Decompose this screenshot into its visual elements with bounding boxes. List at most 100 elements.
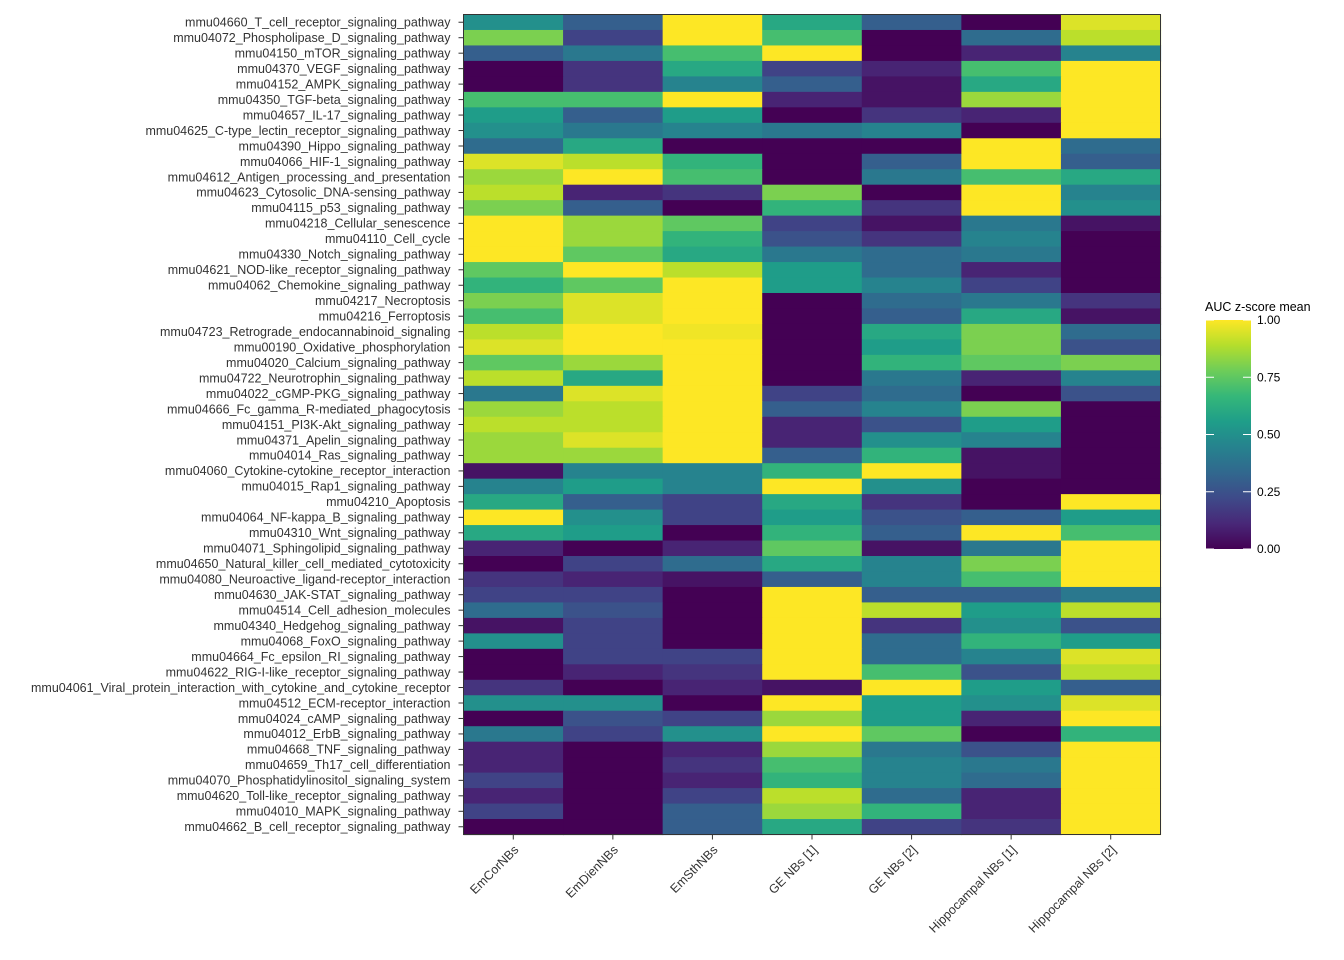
heatmap-cell (662, 664, 763, 681)
legend-tick-label: 0.50 (1257, 428, 1281, 442)
heatmap-cell (662, 586, 763, 604)
heatmap-cell (563, 246, 664, 263)
heatmap-cell (662, 14, 763, 31)
heatmap-cell (662, 648, 763, 665)
heatmap-cell (961, 45, 1062, 62)
row-label: mmu04210_Apoptosis (326, 495, 450, 509)
heatmap-cell (762, 76, 863, 93)
row-label: mmu04012_ErbB_signaling_pathway (243, 727, 451, 741)
heatmap-cell (762, 432, 863, 449)
heatmap-cell (762, 819, 863, 836)
heatmap-cell (463, 231, 564, 248)
heatmap-cell (563, 91, 664, 108)
heatmap-cell (861, 463, 962, 480)
heatmap-cell (463, 76, 564, 93)
heatmap-cell (961, 385, 1062, 402)
heatmap-cell (463, 679, 564, 696)
heatmap-cell (563, 648, 664, 665)
row-label: mmu04664_Fc_epsilon_RI_signaling_pathway (191, 650, 451, 664)
heatmap-cell (563, 571, 664, 588)
heatmap-cell (961, 664, 1062, 681)
heatmap-cell (861, 231, 962, 248)
heatmap-cell (861, 323, 962, 340)
heatmap-cell (662, 308, 763, 325)
heatmap-cell (762, 478, 863, 495)
heatmap-cell (563, 772, 664, 789)
heatmap-cell (563, 277, 664, 294)
row-label: mmu04622_RIG-I-like_receptor_signaling_p… (166, 665, 452, 679)
heatmap-cell (1060, 556, 1162, 573)
heatmap-cell (563, 447, 664, 464)
row-label: mmu04110_Cell_cycle (325, 232, 451, 246)
heatmap-cell (563, 741, 664, 758)
heatmap-cell (1060, 200, 1162, 217)
heatmap-cell (961, 339, 1062, 356)
heatmap-cell (1060, 169, 1162, 186)
heatmap-cell (662, 602, 763, 619)
heatmap-cell (762, 370, 863, 387)
heatmap-cell (861, 416, 962, 433)
heatmap-cell (563, 463, 664, 480)
heatmap-cell (762, 308, 863, 325)
column-label: EmSthNBs (667, 843, 720, 896)
heatmap-cell (563, 385, 664, 402)
heatmap-cell (961, 741, 1062, 758)
row-label: mmu04115_p53_signaling_pathway (251, 201, 451, 215)
heatmap-cell (961, 494, 1062, 511)
heatmap-cell (662, 819, 763, 836)
heatmap-cell (563, 401, 664, 418)
heatmap-cell (662, 695, 763, 712)
heatmap-cell (861, 478, 962, 495)
heatmap-cell (463, 741, 564, 758)
heatmap-cell (662, 122, 763, 139)
heatmap-cell (463, 695, 564, 712)
heatmap-cell (861, 819, 962, 836)
heatmap-cell (463, 292, 564, 310)
row-label: mmu04060_Cytokine-cytokine_receptor_inte… (165, 464, 451, 478)
heatmap-cell (961, 509, 1062, 526)
heatmap-cell (662, 45, 763, 62)
heatmap-cell (463, 370, 564, 387)
heatmap-cell (762, 757, 863, 774)
column-label: EmCorNBs (467, 843, 521, 897)
heatmap-cell (463, 540, 564, 557)
heatmap-cell (961, 14, 1062, 31)
heatmap-cell (463, 354, 564, 371)
heatmap-cell (563, 370, 664, 387)
heatmap-cell (961, 138, 1062, 155)
column-label: GE NBs [2] (866, 843, 920, 897)
row-label: mmu04621_NOD-like_receptor_signaling_pat… (168, 263, 452, 277)
heatmap-cell (961, 447, 1062, 464)
heatmap-cell (563, 617, 664, 634)
heatmap-cell (1060, 819, 1162, 836)
heatmap-cell (861, 571, 962, 588)
heatmap-cell (1060, 215, 1162, 232)
heatmap-cell (662, 323, 763, 340)
legend-tick-label: 0.75 (1257, 370, 1281, 384)
heatmap-cell (1060, 401, 1162, 418)
heatmap-cell (861, 788, 962, 805)
heatmap-cell (1060, 262, 1162, 279)
heatmap-cell (1060, 370, 1162, 387)
heatmap-cell (961, 432, 1062, 449)
heatmap-cell (861, 385, 962, 402)
heatmap-cell (1060, 416, 1162, 433)
heatmap-cell (1060, 277, 1162, 294)
heatmap-cell (662, 757, 763, 774)
heatmap-cell (1060, 153, 1162, 170)
heatmap-cell (1060, 45, 1162, 62)
heatmap-cell (961, 246, 1062, 263)
heatmap-cell (1060, 478, 1162, 495)
row-label: mmu04390_Hippo_signaling_pathway (239, 139, 452, 153)
heatmap-cell (662, 726, 763, 743)
row-label: mmu04151_PI3K-Akt_signaling_pathway (222, 418, 451, 432)
heatmap-cell (463, 509, 564, 526)
heatmap-cell (762, 741, 863, 758)
heatmap-cell (762, 447, 863, 464)
row-label: mmu04010_MAPK_signaling_pathway (236, 805, 451, 819)
heatmap-cell (961, 788, 1062, 805)
heatmap-cell (861, 200, 962, 217)
heatmap-cell (463, 262, 564, 279)
heatmap-cell (762, 45, 863, 62)
column-label: Hippocampal NBs [1] (926, 843, 1019, 936)
